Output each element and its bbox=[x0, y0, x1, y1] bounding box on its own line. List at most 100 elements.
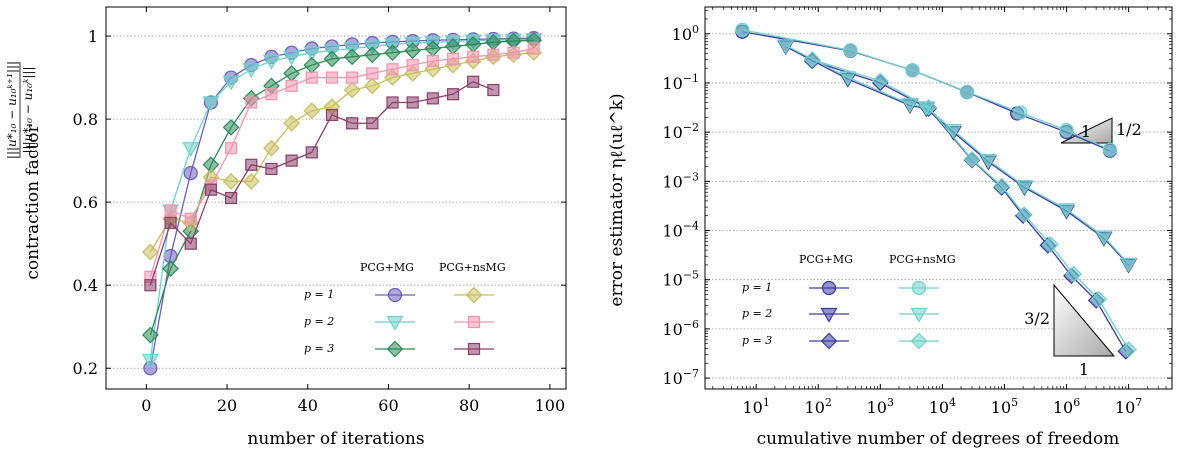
left-data-point bbox=[162, 260, 179, 277]
right-data-point bbox=[905, 63, 920, 78]
right-data-point bbox=[1102, 142, 1118, 157]
right-series-line bbox=[785, 45, 1130, 266]
right-data-point bbox=[1095, 230, 1113, 246]
left-x-tick-label: 80 bbox=[459, 396, 479, 415]
right-series-line bbox=[742, 29, 1111, 151]
left-y-tick-label: 0.8 bbox=[73, 110, 98, 129]
left-legend-marker bbox=[467, 315, 481, 329]
right-y-axis-label-group: error estimator ηℓ(uℓ^k) bbox=[607, 93, 627, 306]
left-chart: 0.2 0.4 0.6 0.8 1 0 20 40 60 80 100 number of iter… bbox=[5, 6, 567, 449]
left-data-point bbox=[142, 326, 159, 344]
left-data-point bbox=[303, 56, 321, 74]
left-x-tick-label: 20 bbox=[217, 396, 237, 415]
left-data-point bbox=[305, 71, 318, 84]
right-y-tick-label: 10−1 bbox=[662, 72, 699, 93]
left-data-point bbox=[242, 63, 260, 78]
right-legend-marker bbox=[911, 280, 927, 296]
left-x-tick-label: 0 bbox=[141, 396, 151, 415]
left-data-point bbox=[467, 50, 480, 63]
right-slope-triangles: 1 1/2 3/2 1 bbox=[1024, 117, 1142, 379]
left-legend-row-label: p = 2 bbox=[304, 315, 334, 328]
left-x-axis-label: number of iterations bbox=[247, 429, 424, 449]
right-series-1 bbox=[735, 24, 1118, 158]
slope-triangle-run-label: 1 bbox=[1079, 360, 1089, 379]
right-data-point bbox=[871, 72, 889, 90]
right-data-point bbox=[1057, 203, 1076, 219]
left-series-3 bbox=[142, 31, 543, 344]
left-data-point bbox=[527, 42, 540, 55]
right-legend-row-label: p = 1 bbox=[742, 281, 772, 294]
left-data-point bbox=[323, 50, 341, 68]
left-data-point bbox=[164, 216, 177, 230]
left-data-point bbox=[224, 191, 238, 205]
left-x-tick-label: 60 bbox=[378, 396, 398, 415]
svg-text:|||u*₁₀ − u₁₀ᵏ⁺¹|||: |||u*₁₀ − u₁₀ᵏ⁺¹||| bbox=[5, 61, 19, 159]
left-data-point bbox=[386, 63, 399, 76]
right-y-tick-label: 100 bbox=[672, 23, 699, 44]
left-data-point bbox=[242, 173, 260, 190]
left-data-point bbox=[346, 117, 359, 130]
right-data-point bbox=[1120, 257, 1138, 273]
right-x-tick-label: 102 bbox=[805, 396, 832, 417]
left-data-point bbox=[305, 146, 318, 159]
left-legend-marker bbox=[387, 287, 403, 303]
right-series bbox=[735, 22, 1138, 360]
right-y-axis-label: error estimator ηℓ(uℓ^k) bbox=[607, 93, 627, 306]
left-data-point bbox=[245, 158, 258, 171]
right-legend-row-label: p = 3 bbox=[742, 334, 772, 347]
left-data-point bbox=[265, 162, 278, 176]
right-gridlines bbox=[705, 33, 1172, 379]
left-data-point bbox=[184, 237, 197, 250]
right-legend-header: PCG+MG bbox=[799, 253, 853, 266]
right-series-2 bbox=[777, 40, 1138, 274]
right-x-tick-label: 107 bbox=[1115, 396, 1142, 417]
left-series-6 bbox=[144, 75, 500, 292]
right-x-axis-label: cumulative number of degrees of freedom bbox=[757, 429, 1120, 449]
right-y-tick-label: 10−7 bbox=[662, 367, 699, 388]
left-data-point bbox=[303, 102, 321, 120]
right-series-line bbox=[785, 44, 1130, 265]
left-legend: PCG+MG PCG+nsMG p = 1 p = 2 p = 3 bbox=[304, 261, 506, 358]
left-data-point bbox=[386, 96, 399, 109]
right-data-point bbox=[1120, 341, 1137, 358]
left-data-point bbox=[446, 88, 460, 101]
svg-text:|||u*₁₀ − u₁₀ᵏ|||: |||u*₁₀ − u₁₀ᵏ||| bbox=[21, 66, 35, 153]
left-y-axis-label-group: contraction factor bbox=[23, 123, 43, 279]
left-data-point bbox=[262, 54, 280, 70]
left-data-point bbox=[384, 44, 401, 62]
left-data-point bbox=[366, 117, 379, 130]
left-data-point bbox=[467, 75, 480, 88]
left-data-point bbox=[487, 83, 500, 97]
left-y-axis-formula: |||u*₁₀ − u₁₀ᵏ⁺¹||| |||u*₁₀ − u₁₀ᵏ||| bbox=[5, 61, 35, 159]
left-data-point bbox=[183, 165, 198, 181]
right-series-4 bbox=[735, 22, 1118, 157]
right-ticks: 100 10−1 10−2 10−3 10−4 10−5 10−6 10−7 101 102 103… bbox=[662, 7, 1172, 417]
left-y-tick-label: 0.4 bbox=[73, 276, 98, 295]
right-legend-marker bbox=[910, 332, 928, 350]
right-data-point bbox=[901, 98, 919, 113]
right-plot-frame bbox=[704, 6, 1173, 390]
left-y-tick-label: 0.2 bbox=[73, 359, 98, 378]
left-data-point bbox=[204, 183, 218, 196]
right-x-tick-label: 104 bbox=[929, 396, 956, 417]
right-y-tick-label: 10−4 bbox=[662, 220, 699, 241]
left-ticks: 0.2 0.4 0.6 0.8 1 0 20 40 60 80 100 bbox=[73, 7, 566, 415]
left-data-point bbox=[406, 96, 419, 109]
left-data-point bbox=[404, 42, 422, 59]
left-y-tick-label: 0.6 bbox=[73, 193, 98, 212]
left-data-point bbox=[346, 71, 359, 84]
right-legend-row-label: p = 2 bbox=[742, 307, 772, 320]
right-data-point bbox=[1059, 123, 1074, 138]
left-data-point bbox=[141, 353, 159, 369]
left-data-point bbox=[426, 92, 439, 105]
right-series-line bbox=[812, 58, 1130, 350]
slope-triangle-half bbox=[1060, 117, 1113, 144]
right-data-point bbox=[1013, 105, 1028, 120]
right-data-point bbox=[944, 124, 962, 139]
left-data-point bbox=[283, 65, 300, 82]
right-x-tick-label: 106 bbox=[1053, 396, 1080, 417]
left-data-point bbox=[263, 139, 280, 157]
left-data-point bbox=[283, 114, 300, 132]
left-data-point bbox=[487, 48, 500, 61]
left-legend-row-label: p = 1 bbox=[304, 288, 334, 301]
